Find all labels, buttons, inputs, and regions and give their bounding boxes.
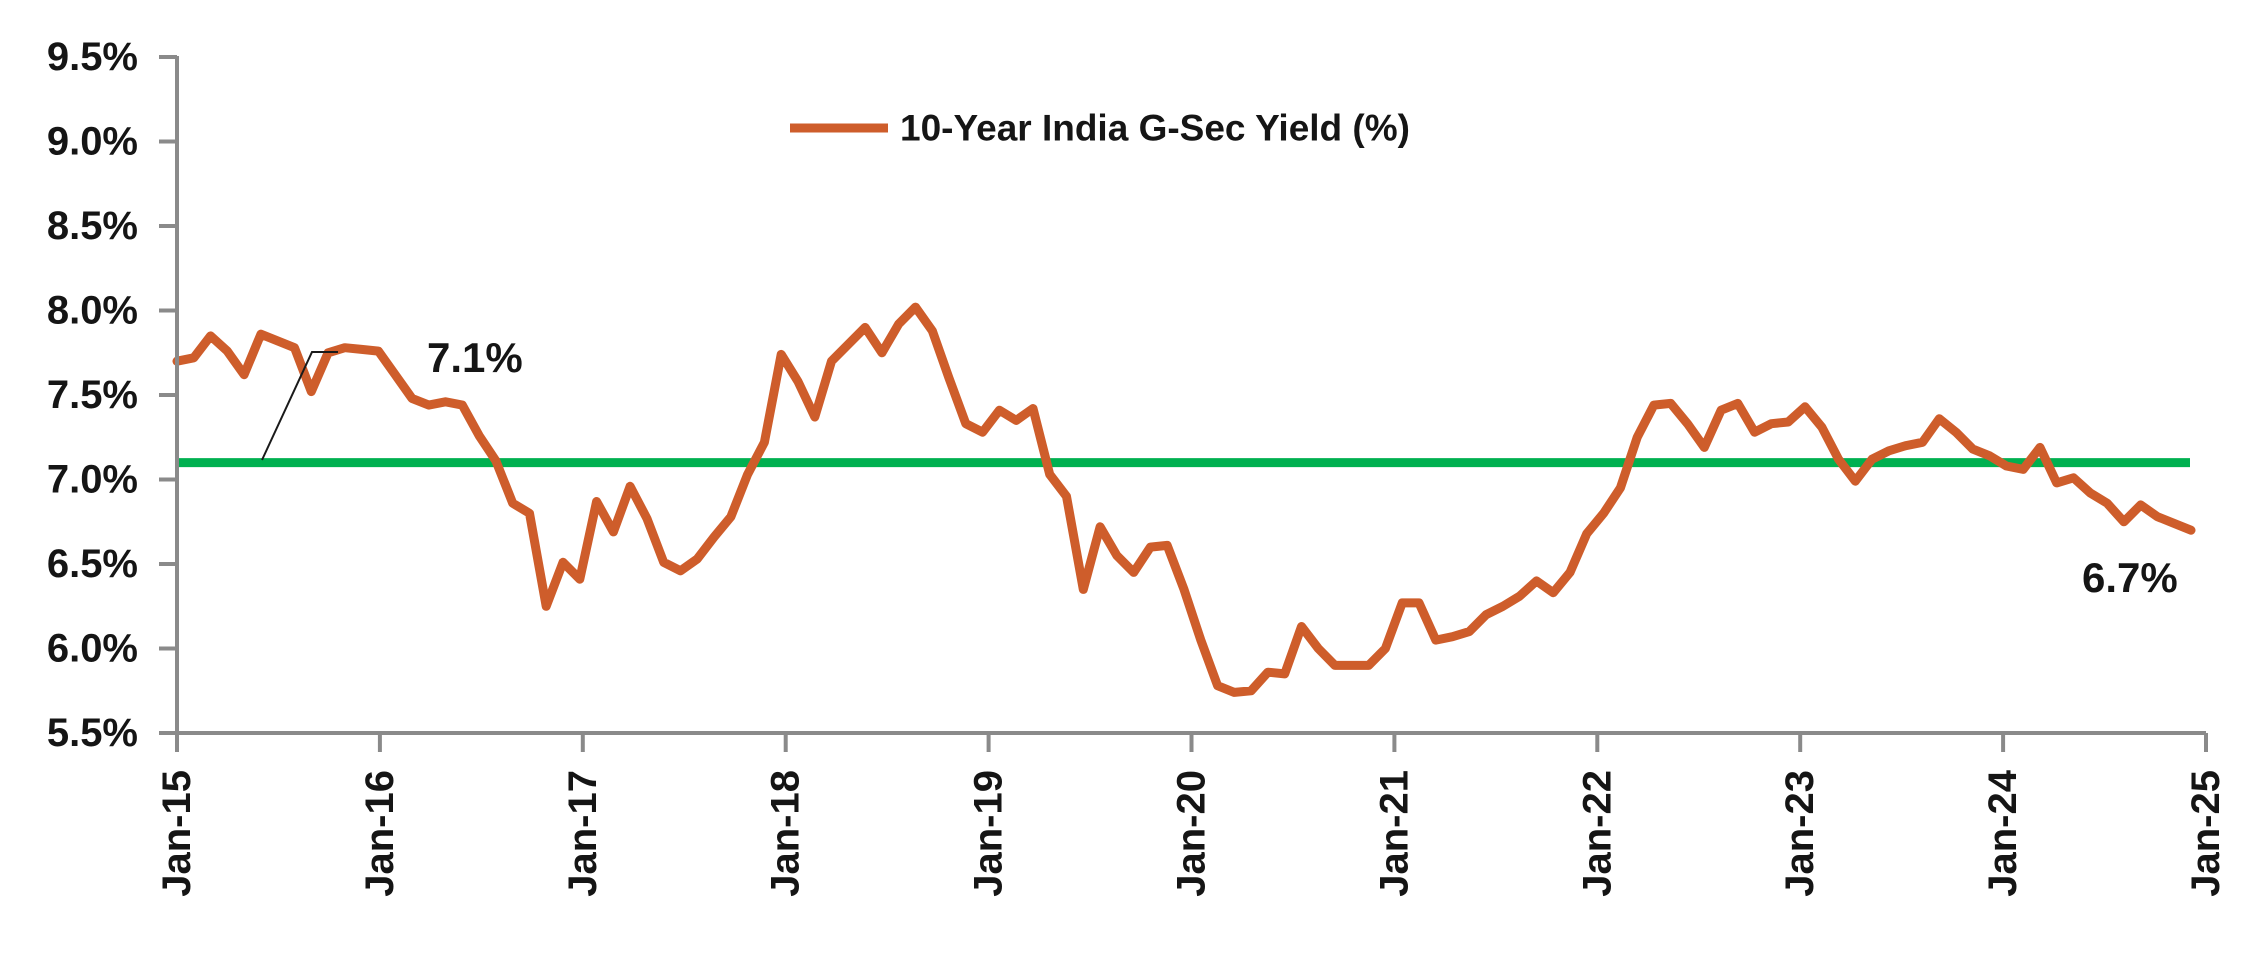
x-axis-tick-label: Jan-23 [1778, 770, 1822, 897]
y-axis-tick-label: 7.5% [47, 373, 138, 417]
y-axis-tick-label: 6.0% [47, 627, 138, 671]
x-axis-tick-label: Jan-18 [764, 770, 808, 897]
y-axis-tick-label: 5.5% [47, 711, 138, 755]
y-axis-tick-label: 7.0% [47, 458, 138, 502]
x-axis-tick-label: Jan-22 [1575, 770, 1619, 897]
legend-label: 10-Year India G-Sec Yield (%) [900, 108, 1410, 149]
legend: 10-Year India G-Sec Yield (%) [790, 108, 1410, 149]
x-axis-tick-label: Jan-16 [358, 770, 402, 897]
x-axis-tick-label: Jan-24 [1981, 769, 2025, 896]
y-axis-tick-label: 9.5% [47, 35, 138, 79]
annotation-ref-level: 7.1% [427, 334, 523, 381]
x-axis-tick-label: Jan-21 [1372, 770, 1416, 897]
y-axis-tick-label: 6.5% [47, 542, 138, 586]
series-line [172, 302, 2196, 697]
axes-group: 5.5% 6.0% 6.5% 7.0% 7.5% 8.0% 8.5% 9.0% 9.5% Jan-… [47, 35, 2228, 897]
x-axis-tick-label: Jan-20 [1170, 770, 1214, 897]
y-axis-tick-label: 8.5% [47, 204, 138, 248]
x-axis-tick-label: Jan-19 [967, 770, 1011, 897]
y-axis-tick-label: 8.0% [47, 289, 138, 333]
x-axis-tick-label: Jan-15 [155, 770, 199, 897]
annotation-last-value: 6.7% [2082, 554, 2178, 601]
x-axis-tick-label: Jan-25 [2184, 770, 2228, 897]
callout-line [261, 351, 338, 461]
x-axis-tick-label: Jan-17 [561, 770, 605, 897]
series-line-group [172, 302, 2196, 697]
y-axis-tick-label: 9.0% [47, 120, 138, 164]
